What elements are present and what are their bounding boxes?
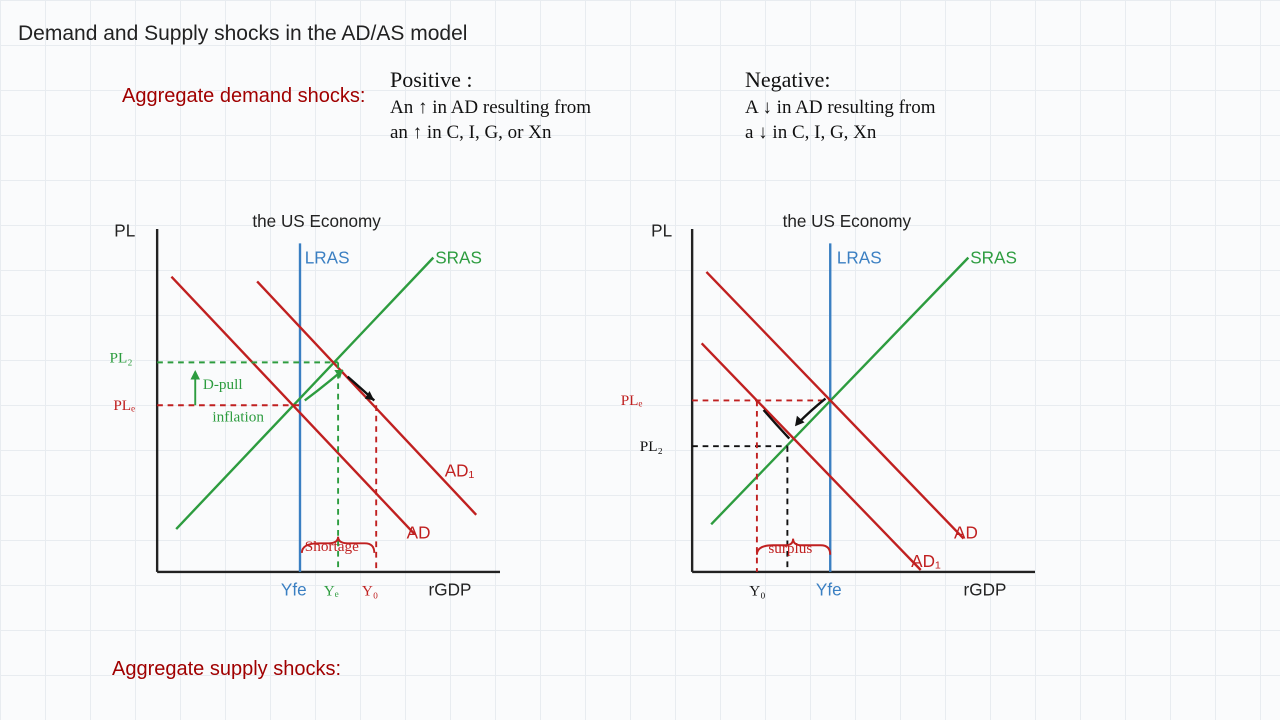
rgdp-label-r: rGDP (964, 580, 1007, 600)
ple-label: PLₑ (113, 397, 135, 414)
negative-line2: a ↓ in C, I, G, Xn (745, 120, 936, 146)
rgdp-label: rGDP (429, 580, 472, 600)
pl2-label-r: PL₂ (640, 438, 663, 455)
demand-section-label: Aggregate demand shocks: (122, 85, 366, 108)
negative-text: Negative: A ↓ in AD resulting from a ↓ i… (745, 65, 936, 146)
negative-line1: A ↓ in AD resulting from (745, 95, 936, 121)
shortage-label: Shortage (305, 538, 359, 555)
ad1-label-r: AD₁ (911, 551, 941, 571)
dpull-label-2: inflation (212, 408, 264, 425)
dpull-label-1: D-pull (203, 376, 243, 393)
ye-label: Yₑ (324, 583, 339, 600)
dpull-arrowhead (190, 370, 200, 380)
sras-line (176, 258, 433, 529)
pl2-label: PL₂ (110, 349, 133, 366)
ad1-label: AD₁ (445, 461, 475, 481)
surplus-label: surplus (768, 540, 812, 557)
positive-line1: An ↑ in AD resulting from (390, 95, 591, 121)
ad-label: AD (407, 523, 431, 543)
yfe-label: Yfe (281, 580, 307, 600)
page-title: Demand and Supply shocks in the AD/AS mo… (18, 22, 467, 46)
positive-text: Positive : An ↑ in AD resulting from an … (390, 65, 591, 146)
yo-label: Y₀ (362, 583, 378, 600)
pl-label-r: PL (651, 221, 672, 241)
ad1-line-r (702, 343, 921, 570)
yo-label-r: Y₀ (749, 583, 765, 600)
chart-title-r: the US Economy (783, 211, 912, 231)
sras-label-r: SRAS (970, 247, 1017, 267)
left-chart: PL the US Economy LRAS SRAS AD AD₁ PL₂ P… (100, 210, 500, 610)
yfe-label-r: Yfe (816, 580, 842, 600)
lras-label: LRAS (305, 247, 350, 267)
ple-label-r: PLₑ (621, 392, 643, 409)
positive-heading: Positive : (390, 65, 591, 95)
shift-arrow-r2 (764, 410, 790, 439)
ad-label-r: AD (954, 523, 978, 543)
supply-section-label: Aggregate supply shocks: (112, 658, 341, 681)
sras-label: SRAS (435, 247, 482, 267)
right-chart: PL the US Economy LRAS SRAS AD AD₁ PLₑ P… (635, 210, 1035, 610)
sras-line-r (711, 258, 968, 525)
negative-heading: Negative: (745, 65, 936, 95)
positive-line2: an ↑ in C, I, G, or Xn (390, 120, 591, 146)
ad-line-r (706, 272, 963, 539)
pl-label: PL (114, 221, 135, 241)
lras-label-r: LRAS (837, 247, 882, 267)
chart-title: the US Economy (252, 211, 381, 231)
